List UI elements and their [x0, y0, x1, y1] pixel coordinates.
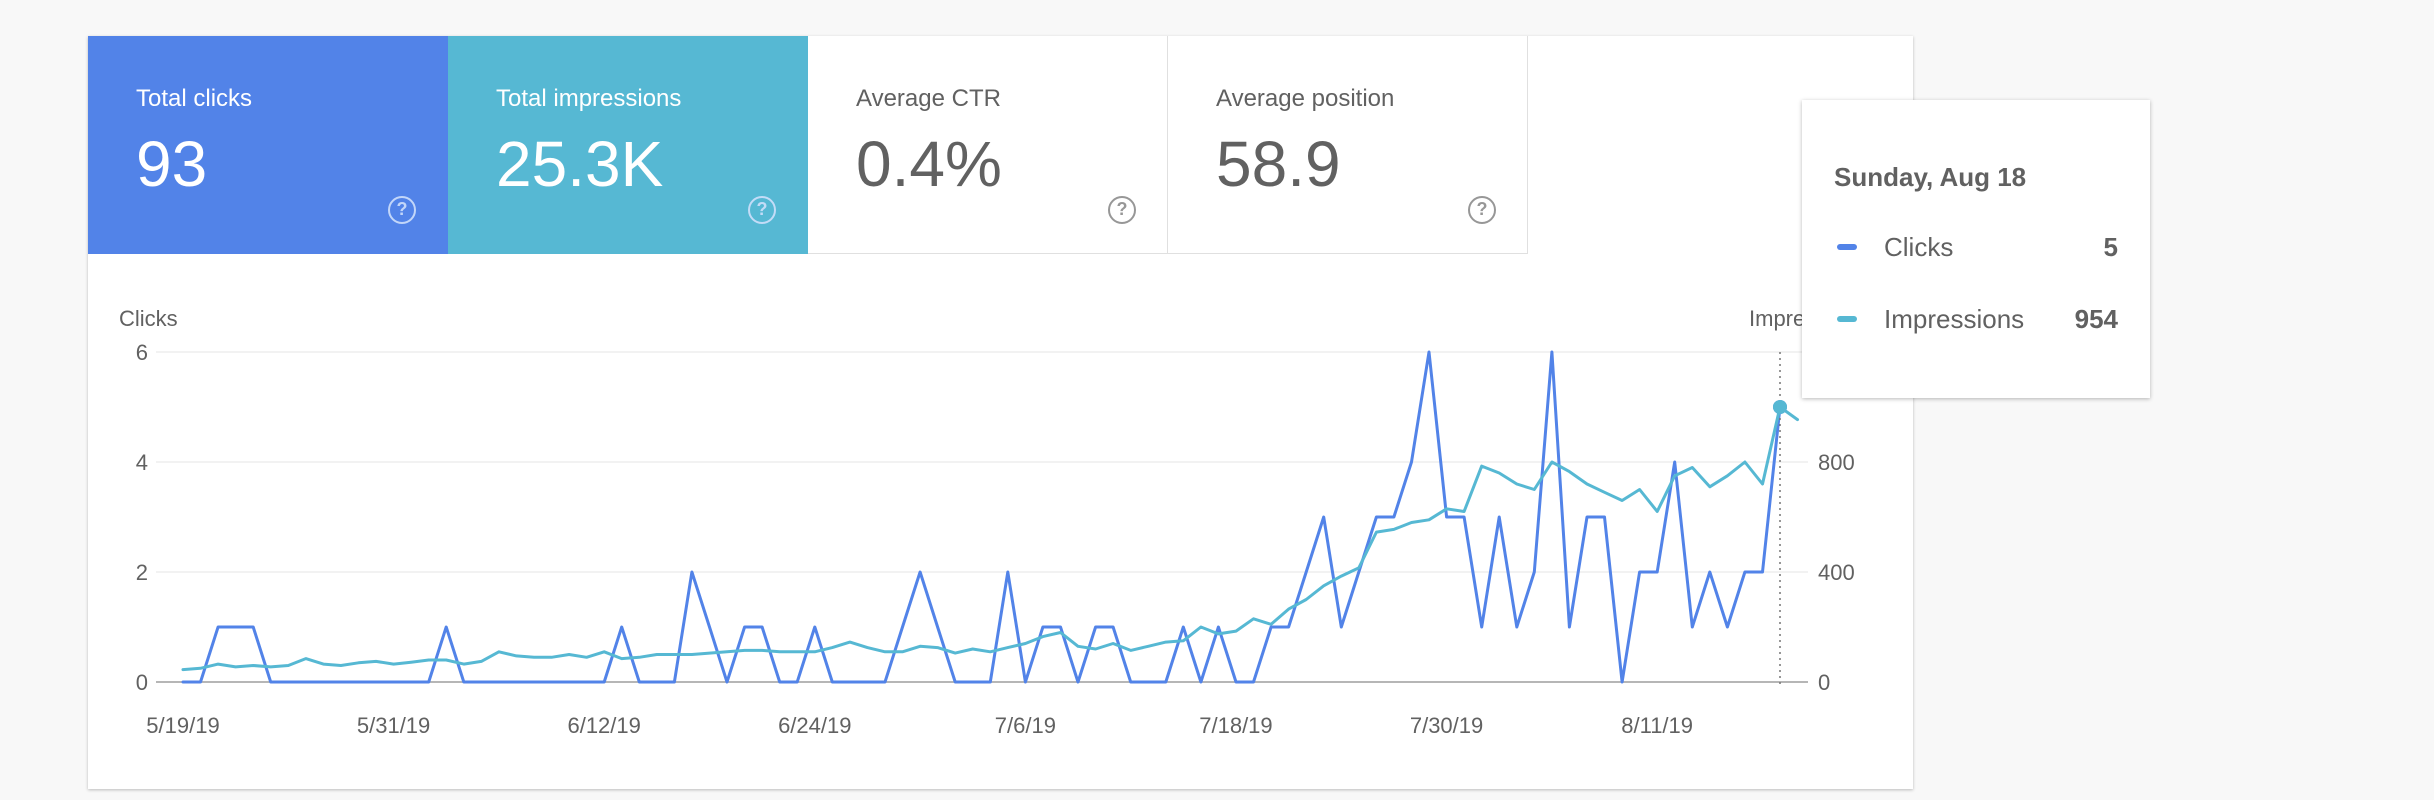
x-tick-label: 7/6/19 [995, 713, 1056, 738]
grid-layer [156, 351, 1808, 683]
tooltip-row-clicks: Clicks 5 [1834, 230, 2118, 264]
y-tick-label-left: 4 [136, 450, 148, 475]
tooltip-date: Sunday, Aug 18 [1834, 162, 2027, 192]
help-icon[interactable]: ? [388, 196, 416, 224]
y-axis-label-right: Impre [1749, 306, 1805, 331]
metric-value: 25.3K [496, 128, 664, 200]
metric-average-ctr[interactable]: Average CTR 0.4% ? [808, 36, 1168, 254]
metric-average-position[interactable]: Average position 58.9 ? [1168, 36, 1528, 254]
series-line-clicks [181, 350, 1782, 684]
impressions-swatch-icon [1837, 316, 1857, 322]
x-tick-label: 7/18/19 [1199, 713, 1272, 738]
metric-label: Average position [1216, 85, 1395, 112]
x-tick-label: 7/30/19 [1410, 713, 1483, 738]
x-tick-label: 6/12/19 [567, 713, 640, 738]
metric-label: Total clicks [136, 85, 253, 112]
help-icon[interactable]: ? [1468, 196, 1496, 224]
x-tick-label: 6/24/19 [778, 713, 851, 738]
metric-total-impressions[interactable]: Total impressions 25.3K ? [448, 36, 808, 254]
performance-card: Total clicks 93 ? Total impressions 25.3… [88, 36, 1913, 789]
metric-total-clicks[interactable]: Total clicks 93 ? [88, 36, 448, 254]
help-icon[interactable]: ? [1108, 196, 1136, 224]
metric-label: Total impressions [496, 85, 682, 112]
clicks-swatch-icon [1837, 244, 1857, 250]
performance-chart[interactable]: Clicks Impre 0 2 4 6 0 400 800 5/19/19 5/31/19 6… [88, 36, 1913, 789]
tooltip-row-value: 5 [2103, 232, 2118, 262]
x-tick-label: 8/11/19 [1621, 713, 1693, 738]
x-tick-label: 5/19/19 [146, 713, 219, 738]
metric-label: Average CTR [856, 85, 1001, 112]
tooltip-row-value: 954 [2074, 304, 2118, 334]
x-tick-label: 5/31/19 [357, 713, 430, 738]
series-line-impressions [181, 405, 1799, 672]
metric-value: 58.9 [1216, 128, 1341, 200]
y-tick-label-right: 800 [1818, 450, 1855, 475]
hover-layer [1773, 352, 1787, 686]
tooltip-row-impressions: Impressions 954 [1834, 302, 2118, 336]
x-ticks: 5/19/19 5/31/19 6/12/19 6/24/19 7/6/19 7/18/1… [146, 713, 1693, 738]
y-tick-label-right: 400 [1818, 560, 1855, 585]
y-tick-label-right: 0 [1818, 670, 1830, 695]
y-axis-label-left: Clicks [119, 306, 178, 331]
metric-value: 0.4% [856, 128, 1002, 200]
y-ticks: 0 2 4 6 0 400 800 [136, 340, 1855, 695]
y-tick-label-left: 2 [136, 560, 148, 585]
hover-point-impressions [1773, 400, 1787, 414]
y-tick-label-left: 0 [136, 670, 148, 695]
tooltip-row-label: Clicks [1884, 232, 1954, 262]
series-layer [181, 350, 1799, 684]
chart-tooltip: Sunday, Aug 18 Clicks 5 Impressions 954 [1802, 100, 2150, 398]
help-icon[interactable]: ? [748, 196, 776, 224]
metric-value: 93 [136, 128, 208, 200]
tooltip-row-label: Impressions [1884, 304, 2025, 334]
y-tick-label-left: 6 [136, 340, 148, 365]
